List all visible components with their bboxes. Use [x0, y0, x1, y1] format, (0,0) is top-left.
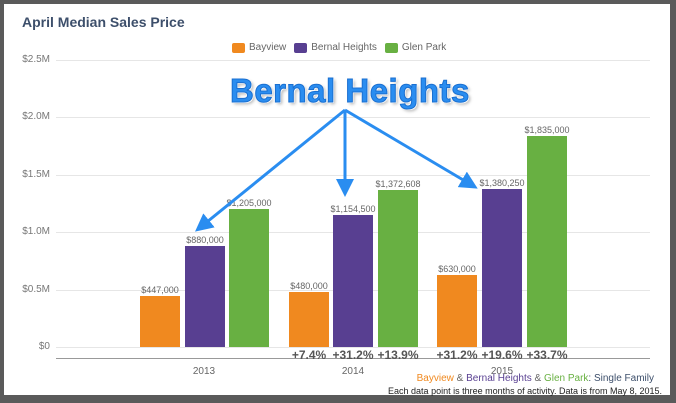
bar-2014-bernal-heights[interactable]	[333, 215, 373, 347]
x-tick-label: 2015	[490, 366, 514, 377]
bar-2015-bernal-heights[interactable]	[482, 189, 522, 347]
bar-2013-bernal-heights[interactable]	[185, 246, 225, 347]
pct-change-2014-glen-park: +13.9%	[377, 348, 419, 362]
subtitle-separator: &	[453, 373, 467, 384]
gridline	[56, 60, 650, 61]
gridline	[56, 175, 650, 176]
bar-value-label: $630,000	[438, 264, 476, 274]
callout-bernal-heights: Bernal Heights	[230, 72, 470, 110]
bar-2015-glen-park[interactable]	[527, 136, 567, 347]
bar-value-label: $1,154,500	[330, 204, 376, 214]
gridline	[56, 117, 650, 118]
legend-label: Bernal Heights	[311, 42, 377, 53]
legend-label: Bayview	[249, 42, 287, 53]
bar-value-label: $1,205,000	[226, 198, 272, 208]
legend-item-bayview[interactable]: Bayview	[232, 42, 286, 53]
bar-value-label: $480,000	[290, 281, 328, 291]
y-tick-label: $2.5M	[22, 54, 50, 65]
gridline	[56, 347, 650, 348]
legend-label: Glen Park	[401, 42, 447, 53]
chart-title: April Median Sales Price	[22, 14, 185, 30]
pct-change-2015-glen-park: +33.7%	[526, 348, 568, 362]
subtitle-separator: &	[531, 373, 544, 384]
y-tick-label: $1.5M	[22, 169, 50, 180]
bar-2014-glen-park[interactable]	[378, 190, 418, 347]
footnote: Each data point is three months of activ…	[388, 386, 662, 396]
bar-value-label: $880,000	[186, 235, 224, 245]
subtitle-rest: : Single Family	[588, 373, 654, 384]
legend-swatch-bernal-heights	[294, 42, 308, 53]
arrow-to-2015	[344, 108, 478, 189]
pct-change-2015-bernal-heights: +19.6%	[481, 348, 523, 362]
legend: Bayview Bernal Heights Glen Park	[232, 42, 446, 53]
y-tick-label: $0	[38, 341, 50, 352]
pct-change-2015-bayview: +31.2%	[436, 348, 478, 362]
x-axis-line	[56, 358, 650, 359]
bar-value-label: $1,372,608	[375, 179, 421, 189]
bar-2013-bayview[interactable]	[140, 296, 180, 347]
pct-change-2014-bayview: +7.4%	[291, 348, 327, 362]
bar-value-label: $447,000	[141, 285, 179, 295]
bar-2015-bayview[interactable]	[437, 275, 477, 347]
arrow-to-2013	[195, 108, 346, 232]
y-tick-label: $1.0M	[22, 226, 50, 237]
bar-value-label: $1,380,250	[479, 178, 525, 188]
x-tick-label: 2014	[341, 366, 365, 377]
bar-2014-bayview[interactable]	[289, 292, 329, 347]
subtitle-bernal-heights: Bernal Heights	[466, 373, 532, 384]
legend-item-glen-park[interactable]: Glen Park	[384, 42, 447, 53]
legend-swatch-glen-park	[384, 42, 398, 53]
chart-subtitle: Bayview & Bernal Heights & Glen Park: Si…	[417, 373, 654, 384]
subtitle-bayview: Bayview	[416, 373, 454, 384]
legend-swatch-bayview	[232, 42, 245, 53]
y-tick-label: $2.0M	[22, 111, 50, 122]
bar-value-label: $1,835,000	[524, 125, 570, 135]
pct-change-2014-bernal-heights: +31.2%	[332, 348, 374, 362]
subtitle-glen-park: Glen Park	[543, 373, 589, 384]
x-tick-label: 2013	[192, 366, 216, 377]
y-tick-label: $0.5M	[22, 284, 50, 295]
legend-item-bernal-heights[interactable]: Bernal Heights	[294, 42, 377, 53]
bar-2013-glen-park[interactable]	[229, 209, 269, 347]
